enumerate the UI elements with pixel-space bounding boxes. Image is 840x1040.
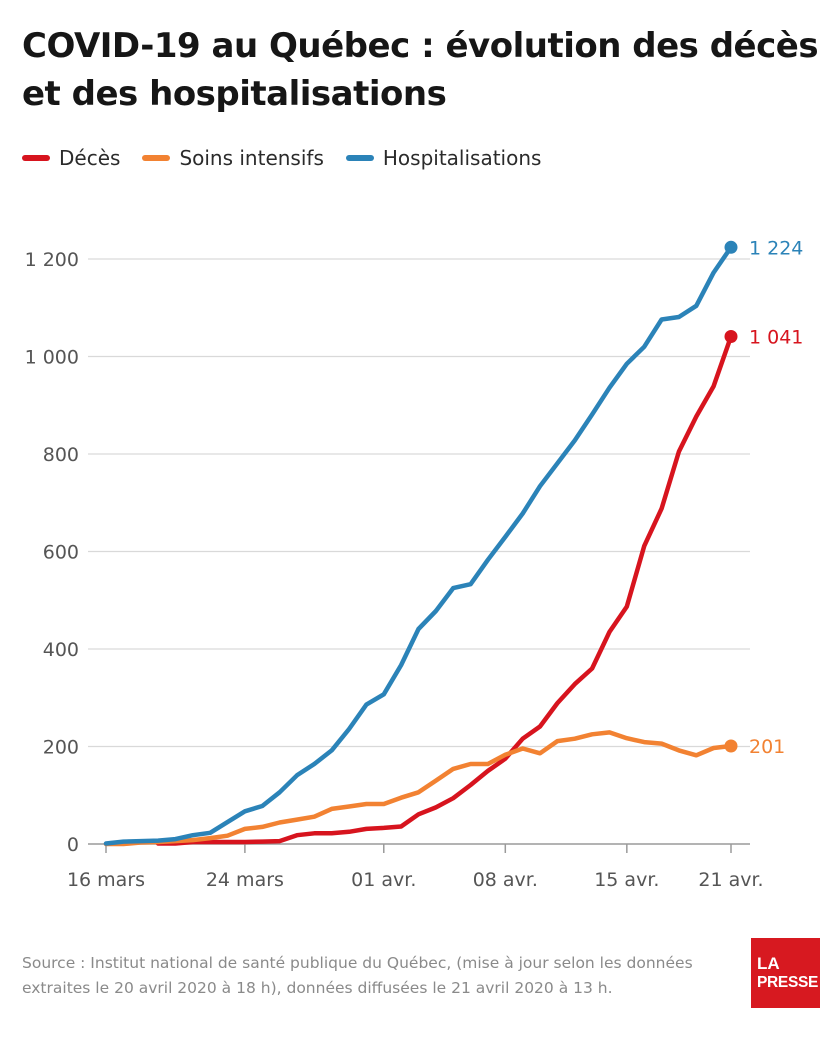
series-end-dot-1 (724, 739, 738, 753)
legend-item-deces: Décès (22, 146, 120, 170)
chart-legend: Décès Soins intensifs Hospitalisations (22, 146, 541, 170)
series-line-1 (103, 730, 734, 847)
legend-item-soins-intensifs: Soins intensifs (142, 146, 324, 170)
y-tick-label-600: 600 (43, 542, 79, 564)
line-chart: 0 200 400 600 800 1 000 1 200 16 mars 24 mars 01 … (25, 237, 804, 891)
legend-item-hospitalisations: Hospitalisations (345, 146, 542, 170)
series-end-dot-2 (724, 240, 738, 254)
x-tick-label-1: 24 mars (206, 869, 284, 891)
x-tick-label-3: 08 avr. (473, 869, 538, 891)
x-tick-label-4: 15 avr. (594, 869, 659, 891)
legend-swatch-deces (22, 155, 50, 161)
y-tick-label-1000: 1 000 (25, 347, 79, 369)
series-end-label-1: 201 (749, 736, 785, 758)
y-tick-label-0: 0 (67, 834, 79, 856)
y-tick-label-800: 800 (43, 444, 79, 466)
series-end-dot-0 (724, 330, 738, 344)
legend-swatch-soins-intensifs (142, 155, 171, 161)
x-tick-label-5: 21 avr. (698, 869, 763, 891)
series-end-label-2: 1 224 (749, 237, 803, 259)
la-presse-logo: LA PRESSE (751, 938, 820, 1008)
legend-label-hospitalisations: Hospitalisations (382, 146, 542, 170)
logo-line-2: PRESSE (757, 974, 819, 991)
series-end-label-0: 1 041 (749, 327, 803, 349)
legend-label-deces: Décès (59, 146, 121, 170)
y-tick-label-1200: 1 200 (25, 249, 79, 271)
x-tick-label-2: 01 avr. (351, 869, 416, 891)
chart-title: COVID-19 au Québec : évolution des décès… (22, 26, 819, 114)
y-tick-label-200: 200 (43, 737, 79, 759)
source-note: Source : Institut national de santé publ… (22, 954, 693, 997)
x-tick-label-0: 16 mars (67, 869, 145, 891)
legend-label-soins-intensifs: Soins intensifs (179, 146, 324, 170)
legend-swatch-hospitalisations (345, 155, 374, 161)
y-tick-label-400: 400 (43, 639, 79, 661)
logo-line-1: LA (757, 954, 780, 973)
series-line-0 (155, 334, 734, 846)
series-line-2 (103, 245, 734, 846)
